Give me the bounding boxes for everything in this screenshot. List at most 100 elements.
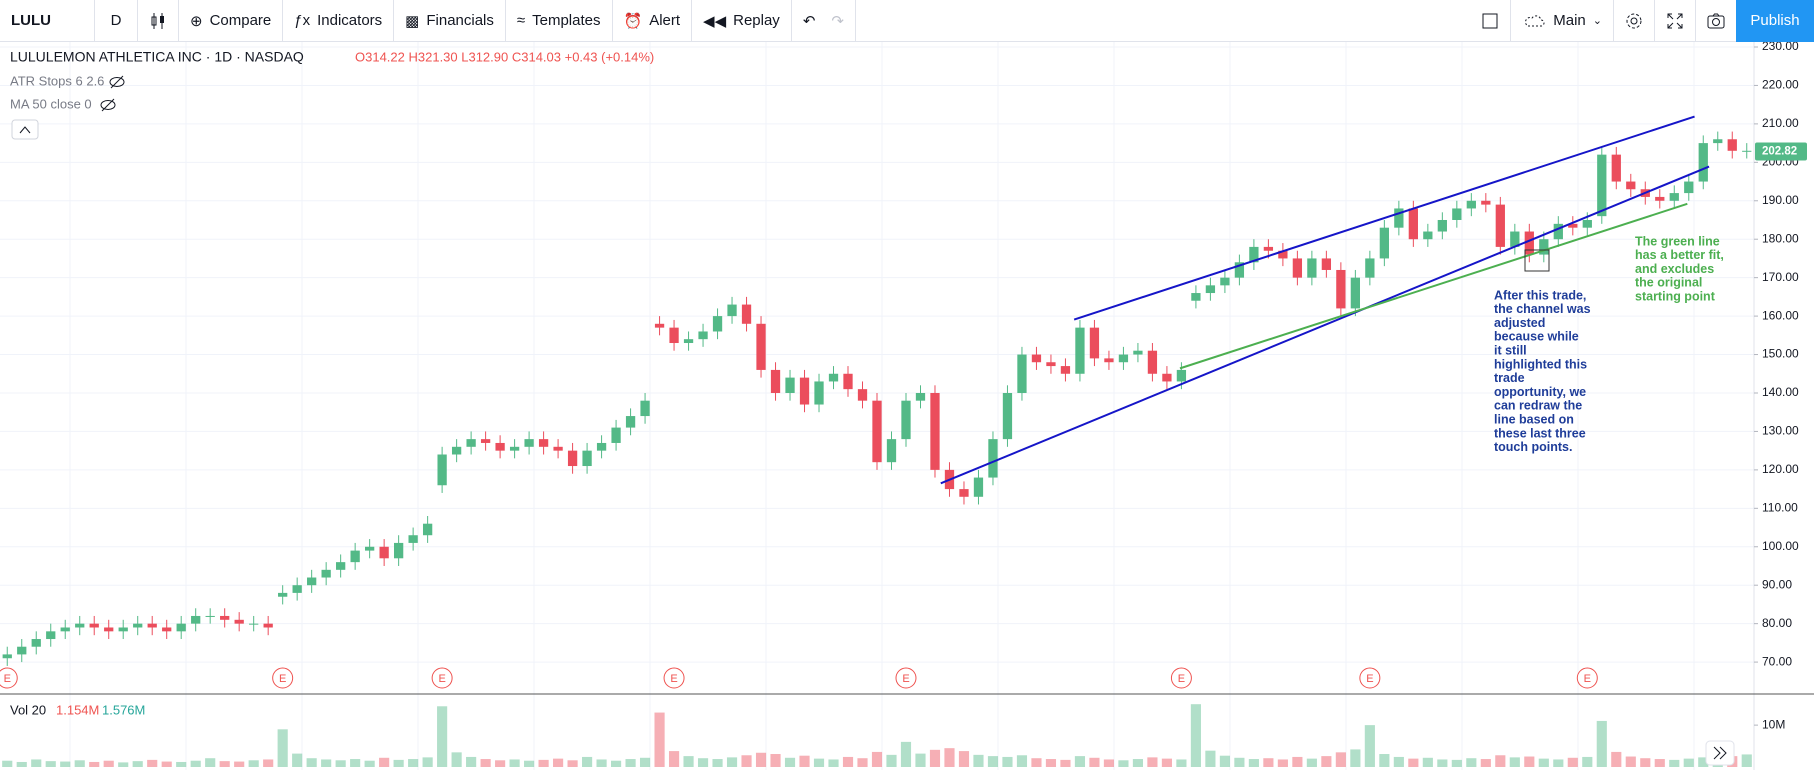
annotation-text: After this trade, [1494,288,1586,302]
candle-body [828,373,839,382]
toolbar-label: Replay [733,12,780,29]
volume-bar [1408,758,1419,767]
candle-body [669,327,679,344]
snapshot[interactable] [1696,0,1736,41]
toolbar-button[interactable]: ⏰ Alert [613,0,693,41]
candle-body [567,450,578,467]
volume-bar [1654,759,1665,767]
annotation-text: these last three [1494,426,1586,440]
last-price-label: 202.82 [1762,146,1797,158]
candles-icon [151,12,164,29]
candle-body [814,381,824,405]
volume-bar [973,754,984,767]
toolbar-button[interactable]: ⊕ Compare [179,0,284,41]
volume-bar [205,758,216,767]
volume-bar [1480,759,1491,767]
toolbar-button[interactable]: ▩ Financials [394,0,506,41]
candle-body [538,439,549,447]
volume-bar [1741,754,1752,767]
fullscreen[interactable] [1655,0,1696,41]
volume-bar [1451,759,1462,767]
earnings-label: E [4,673,11,685]
volume-bar [944,748,955,767]
earnings-label: E [670,673,677,685]
earnings-marker [1359,667,1381,689]
publish-button[interactable]: Publish [1736,0,1814,42]
volume-bar [538,759,549,767]
undo-redo[interactable]: ↶ ↷ [792,0,856,41]
volume-bar [118,762,129,767]
ohlc-values: O314.22 H321.30 L312.90 C314.03 +0.43 (+… [355,49,654,64]
candle-body [1292,258,1303,278]
candle-body [1249,246,1259,263]
volume-bar [1524,756,1535,767]
annotation-text: adjusted [1494,316,1545,330]
candle-body [1118,354,1129,363]
annotation-text: touch points. [1494,440,1572,454]
chart-style[interactable] [138,0,179,41]
volume-bar [886,754,897,767]
candle-body [1553,223,1563,240]
candle-body [321,569,331,578]
symbol-search[interactable]: LULU [0,0,95,41]
volume-bar [1002,756,1013,767]
candle-body [524,439,534,447]
volume-bar [335,760,346,767]
volume-bar [784,757,796,767]
hidden-icon[interactable] [100,98,116,112]
candle-body [698,331,708,340]
candle-body [1568,223,1578,228]
last-price-box [1755,142,1807,161]
y-tick-label: 210.00 [1762,116,1799,130]
annotation-text: line based on [1494,412,1574,426]
volume-bar [408,759,419,767]
layout-menu[interactable]: Main ⌄ [1511,0,1614,41]
trend-line [940,165,1710,485]
candle-body [133,623,143,628]
cloud-icon [1525,14,1545,26]
volume-bar [726,757,738,767]
candle-body [1321,258,1332,270]
interval[interactable]: D [95,0,138,41]
volume-bar [1292,756,1303,767]
candle-body [1133,350,1143,355]
candle-body [205,615,215,617]
select-tool[interactable] [1470,0,1512,41]
hidden-icon[interactable] [109,75,125,89]
collapse-button[interactable] [11,119,39,140]
candle-body [843,373,853,390]
candle-body [1060,366,1071,374]
volume-bar [1306,758,1317,767]
volume-bar [1364,725,1375,767]
y-tick-label: 140.00 [1762,385,1799,399]
volume-bar [306,758,317,767]
settings[interactable] [1614,0,1655,41]
annotation-text: trade [1494,371,1525,385]
volume-bar [900,741,912,767]
candle-body [1698,143,1708,182]
scroll-button[interactable] [1705,740,1735,766]
volume-bar [1698,757,1709,767]
toolbar-button[interactable]: ƒx Indicators [283,0,395,41]
price-grid [0,46,1754,663]
annotation-text: starting point [1635,289,1716,303]
volume-bar [234,761,245,767]
toolbar-button[interactable]: ≈ Templates [506,0,613,41]
candle-body [1104,358,1114,363]
volume-bar [1089,757,1100,767]
candle-body [350,550,360,563]
toolbar-button[interactable]: ◀◀ Replay [692,0,792,41]
candle-body [278,592,288,597]
candle-body [756,323,766,370]
candle-body [234,619,244,624]
time-grid [69,42,1695,770]
volume-bar [1176,759,1187,767]
volume-bar [1437,759,1448,767]
toolbar-label: Indicators [317,12,383,29]
candle-body [1162,373,1172,382]
volume-bar [1582,756,1593,767]
earnings-marker [431,667,453,689]
candle-body [263,623,273,628]
candle-body [509,446,520,451]
